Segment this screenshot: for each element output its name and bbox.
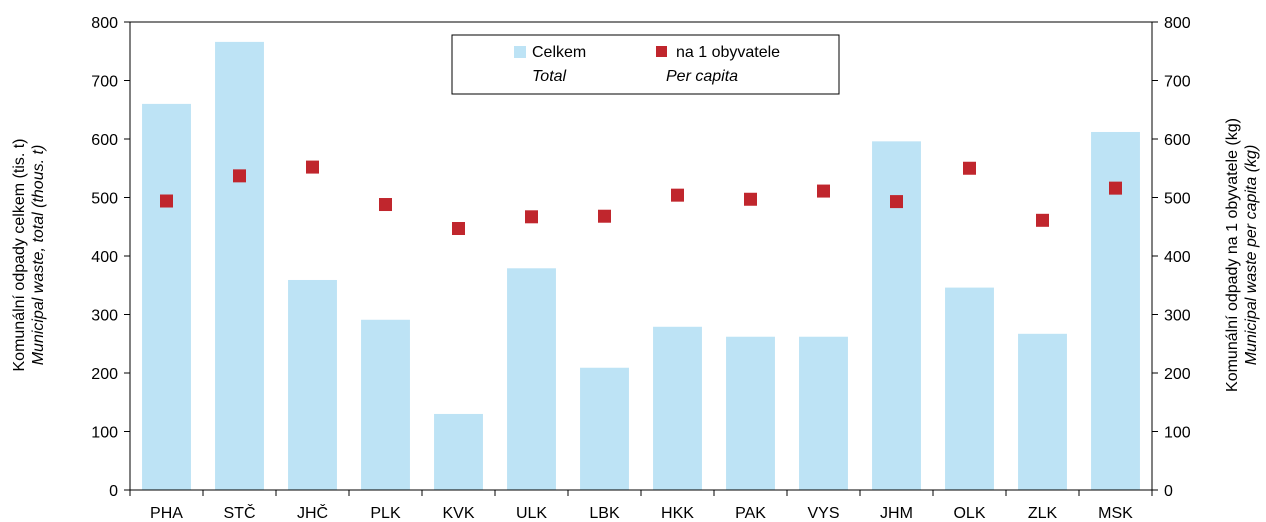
marker-jhm — [890, 195, 903, 209]
marker-plk — [379, 198, 392, 212]
y-tick-labels-left: 0 100 200 300 400 500 600 700 800 — [91, 15, 118, 500]
y-axis-title-left-en: Municipal waste, total (thous. t) — [30, 145, 47, 366]
legend-label-total-en: Total — [532, 68, 567, 85]
y-tick-label-left: 800 — [91, 15, 118, 32]
y-tick-label-right: 800 — [1164, 15, 1191, 32]
y-tick-label-right: 200 — [1164, 366, 1191, 383]
bar-jhč — [288, 279, 337, 490]
y-tick-label-left: 500 — [91, 191, 118, 208]
bar-ulk — [507, 268, 556, 490]
x-tick-label-vys: VYS — [807, 505, 839, 522]
legend: Celkem Total na 1 obyvatele Per capita — [451, 34, 840, 95]
legend-label-per-capita: na 1 obyvatele — [676, 44, 780, 61]
x-tick-label-pha: PHA — [150, 505, 183, 522]
legend-label-per-capita-en: Per capita — [666, 68, 738, 85]
x-tick-label-plk: PLK — [370, 505, 401, 522]
axes — [124, 21, 1158, 496]
x-tick-label-kvk: KVK — [442, 505, 474, 522]
x-tick-label-msk: MSK — [1098, 505, 1133, 522]
y-tick-label-left: 600 — [91, 132, 118, 149]
legend-swatch-per-capita — [656, 46, 667, 57]
marker-zlk — [1036, 213, 1049, 227]
marker-vys — [817, 184, 830, 198]
bar-lbk — [580, 367, 629, 490]
x-tick-label-pak: PAK — [735, 505, 766, 522]
marker-msk — [1109, 181, 1122, 195]
y-tick-label-left: 100 — [91, 425, 118, 442]
y-tick-label-left: 400 — [91, 249, 118, 266]
y-tick-label-right: 600 — [1164, 132, 1191, 149]
marker-stč — [233, 169, 246, 183]
marker-hkk — [671, 188, 684, 202]
legend-swatch-total — [514, 46, 526, 58]
bar-zlk — [1018, 333, 1067, 490]
y-tick-label-right: 500 — [1164, 191, 1191, 208]
x-tick-label-jhč: JHČ — [297, 503, 328, 522]
y-tick-label-right: 0 — [1164, 483, 1173, 500]
marker-pak — [744, 192, 757, 206]
marker-jhč — [306, 160, 319, 174]
y-tick-label-left: 300 — [91, 308, 118, 325]
x-tick-label-ulk: ULK — [516, 505, 547, 522]
bar-hkk — [653, 326, 702, 490]
marker-ulk — [525, 210, 538, 224]
bar-jhm — [872, 141, 921, 490]
x-tick-labels: PHA STČ JHČ PLK KVK ULK LBK HKK PAK VYS JHM OLK ZLK M… — [150, 503, 1133, 522]
y-tick-labels-right: 0 100 200 300 400 500 600 700 800 — [1164, 15, 1191, 500]
marker-lbk — [598, 209, 611, 223]
y-axis-title-right: Komunální odpady na 1 obyvatele (kg) — [1224, 118, 1241, 392]
y-tick-label-right: 300 — [1164, 308, 1191, 325]
bar-stč — [215, 41, 264, 490]
legend-box — [451, 34, 840, 95]
legend-label-total: Celkem — [532, 44, 586, 61]
x-tick-label-hkk: HKK — [661, 505, 694, 522]
bar-series-total — [142, 41, 1140, 491]
bar-plk — [361, 319, 410, 490]
y-axis-title-left: Komunální odpady celkem (tis. t) — [11, 139, 28, 372]
bar-olk — [945, 287, 994, 490]
y-tick-label-right: 400 — [1164, 249, 1191, 266]
x-tick-label-zlk: ZLK — [1028, 505, 1058, 522]
bar-pha — [142, 103, 191, 491]
x-tick-label-jhm: JHM — [880, 505, 913, 522]
marker-olk — [963, 161, 976, 175]
y-tick-label-left: 0 — [109, 483, 118, 500]
marker-kvk — [452, 222, 465, 236]
x-tick-label-lbk: LBK — [589, 505, 620, 522]
y-tick-label-right: 100 — [1164, 425, 1191, 442]
x-tick-label-stč: STČ — [224, 503, 256, 522]
marker-pha — [160, 194, 173, 208]
x-tick-label-olk: OLK — [953, 505, 985, 522]
y-tick-label-left: 700 — [91, 74, 118, 91]
y-tick-label-left: 200 — [91, 366, 118, 383]
bar-vys — [799, 336, 848, 490]
y-tick-label-right: 700 — [1164, 74, 1191, 91]
bar-pak — [726, 336, 775, 490]
y-axis-title-right-en: Municipal waste per capita (kg) — [1243, 145, 1260, 366]
marker-series-per-capita — [160, 160, 1122, 236]
bar-kvk — [434, 413, 483, 490]
